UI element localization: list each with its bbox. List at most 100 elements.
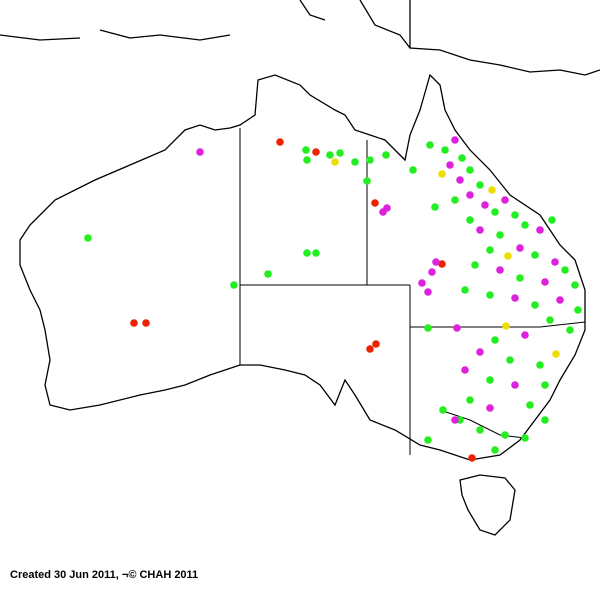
dot — [506, 356, 514, 364]
dot — [372, 340, 380, 348]
dot — [496, 231, 504, 239]
dot — [424, 324, 432, 332]
dot — [130, 319, 138, 327]
dot — [504, 252, 512, 260]
dot — [488, 186, 496, 194]
dot — [521, 434, 529, 442]
dot — [451, 416, 459, 424]
dot — [446, 161, 454, 169]
dot — [546, 316, 554, 324]
dot — [566, 326, 574, 334]
dot — [571, 281, 579, 289]
dot — [536, 226, 544, 234]
dot — [491, 208, 499, 216]
dot — [466, 191, 474, 199]
dot — [486, 246, 494, 254]
dot — [424, 288, 432, 296]
dot — [486, 376, 494, 384]
dot — [312, 249, 320, 257]
dot — [516, 244, 524, 252]
dot — [439, 406, 447, 414]
dot — [382, 151, 390, 159]
dot — [461, 366, 469, 374]
dot — [476, 181, 484, 189]
dot — [438, 170, 446, 178]
dot — [366, 345, 374, 353]
dot — [541, 278, 549, 286]
new-guinea — [0, 0, 600, 76]
dot — [511, 211, 519, 219]
dot — [363, 177, 371, 185]
dot — [476, 348, 484, 356]
dot — [264, 270, 272, 278]
dot — [531, 301, 539, 309]
dot — [426, 141, 434, 149]
dot — [551, 258, 559, 266]
dot — [466, 396, 474, 404]
dot — [511, 381, 519, 389]
dot — [511, 294, 519, 302]
dot — [351, 158, 359, 166]
dot — [476, 426, 484, 434]
dot — [303, 156, 311, 164]
dot — [428, 268, 436, 276]
dot — [302, 146, 310, 154]
dot — [491, 336, 499, 344]
dot — [556, 296, 564, 304]
dot — [451, 196, 459, 204]
dot — [501, 431, 509, 439]
dot — [230, 281, 238, 289]
dot — [476, 226, 484, 234]
dot — [486, 291, 494, 299]
tasmania — [459, 474, 516, 536]
dot — [451, 136, 459, 144]
dot — [561, 266, 569, 274]
dot — [458, 154, 466, 162]
dot — [326, 151, 334, 159]
dot — [312, 148, 320, 156]
dot — [461, 286, 469, 294]
occurrence-dots — [84, 138, 560, 462]
dot — [438, 260, 446, 268]
dot — [303, 249, 311, 257]
state-borders — [239, 128, 586, 455]
dot — [502, 322, 510, 330]
dot — [548, 216, 556, 224]
dot — [541, 416, 549, 424]
dot — [336, 149, 344, 157]
dot — [366, 156, 374, 164]
dot — [526, 401, 534, 409]
dot — [441, 146, 449, 154]
dot — [552, 350, 560, 358]
dot — [521, 331, 529, 339]
dot — [84, 234, 92, 242]
dot — [409, 166, 417, 174]
dot — [531, 251, 539, 259]
dot — [496, 266, 504, 274]
dot — [196, 148, 204, 156]
dot — [574, 306, 582, 314]
dot — [536, 361, 544, 369]
caption: Created 30 Jun 2011, ¬© CHAH 2011 — [10, 569, 199, 581]
dot — [456, 176, 464, 184]
dot — [383, 204, 391, 212]
dot — [471, 261, 479, 269]
dot — [491, 446, 499, 454]
new-guinea-coast — [0, 0, 600, 76]
dot — [486, 404, 494, 412]
dot — [516, 274, 524, 282]
dot — [501, 196, 509, 204]
dot — [432, 258, 440, 266]
dot — [541, 381, 549, 389]
dot — [424, 436, 432, 444]
dot — [481, 201, 489, 209]
dot — [418, 279, 426, 287]
dot — [276, 138, 284, 146]
dot — [466, 216, 474, 224]
dot — [431, 203, 439, 211]
east-cluster — [426, 136, 582, 454]
dot — [521, 221, 529, 229]
dot — [468, 454, 476, 462]
